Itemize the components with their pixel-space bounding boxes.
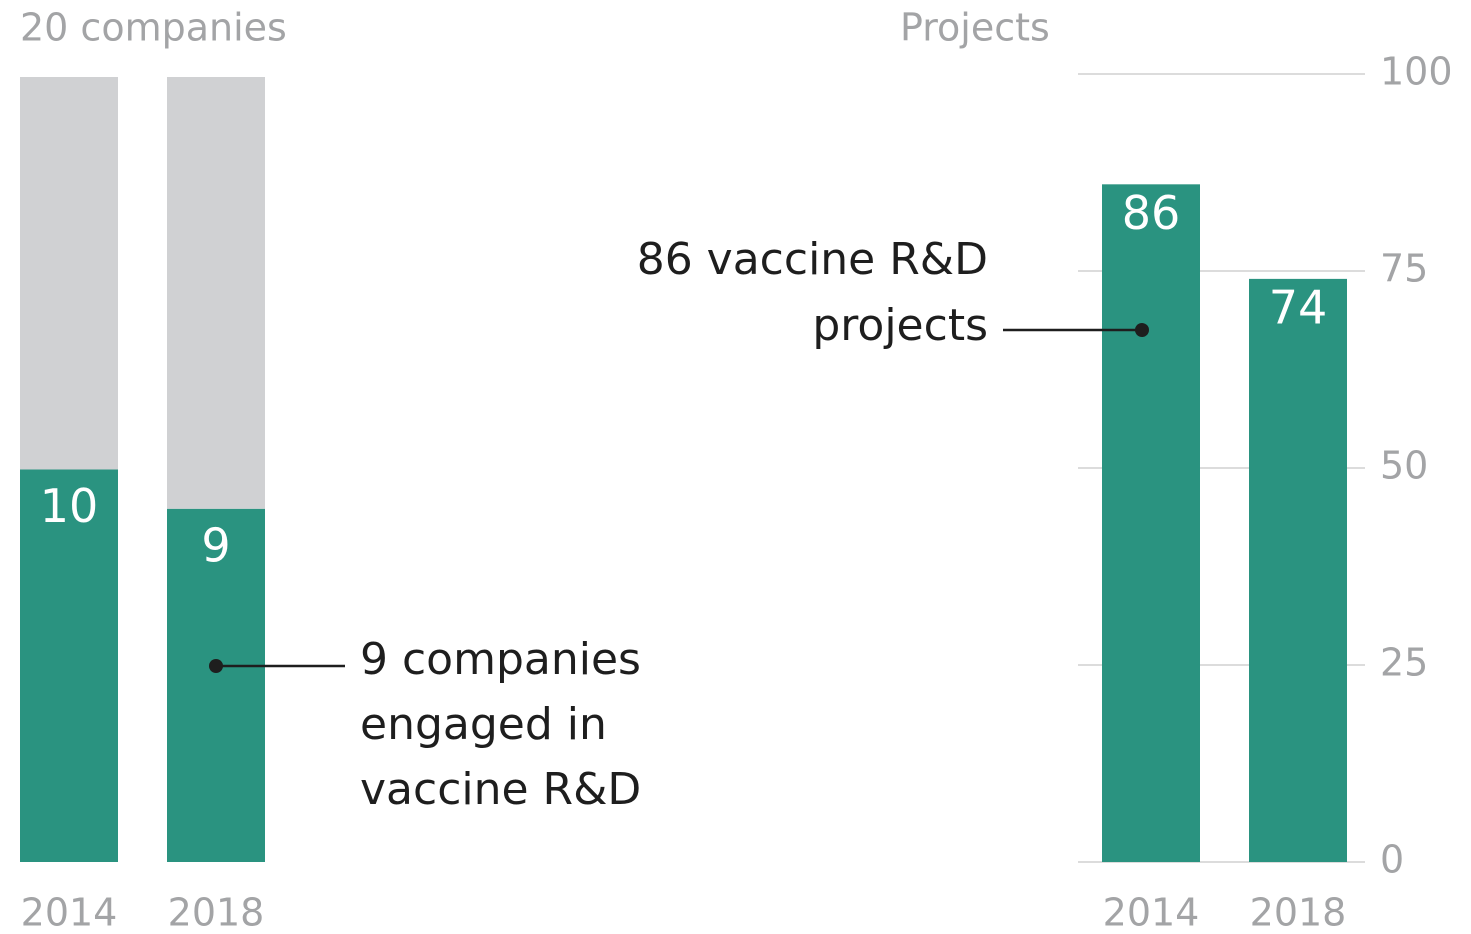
- annotation-dot: [209, 659, 223, 673]
- bar-segment: [167, 508, 265, 862]
- data-label: 86: [1122, 186, 1181, 240]
- x-tick-label: 2014: [1103, 891, 1200, 934]
- y-tick-label: 50: [1380, 444, 1428, 488]
- x-tick-label: 2018: [168, 891, 265, 934]
- annotation-text: 9 companies: [360, 634, 641, 685]
- y-tick-label: 100: [1380, 50, 1453, 94]
- annotation-text: engaged in: [360, 699, 607, 750]
- y-tick-label: 0: [1380, 838, 1404, 882]
- data-label: 10: [40, 479, 99, 533]
- bar: [1102, 184, 1200, 862]
- annotation-text: 86 vaccine R&D: [637, 234, 988, 285]
- bar-segment: [20, 469, 118, 862]
- data-label: 9: [201, 518, 230, 572]
- bar: [1249, 278, 1347, 862]
- bar-segment: [167, 77, 265, 509]
- axis-label: Projects: [900, 6, 1050, 50]
- annotation-text: vaccine R&D: [360, 764, 641, 815]
- bar-segment: [20, 77, 118, 470]
- y-tick-label: 25: [1380, 641, 1428, 685]
- annotation-text: projects: [812, 300, 988, 351]
- x-tick-label: 2014: [21, 891, 118, 934]
- y-tick-label: 75: [1380, 247, 1428, 291]
- panel-title: 20 companies: [20, 6, 287, 50]
- annotation-dot: [1135, 323, 1149, 337]
- data-label: 74: [1269, 280, 1328, 334]
- x-tick-label: 2018: [1250, 891, 1347, 934]
